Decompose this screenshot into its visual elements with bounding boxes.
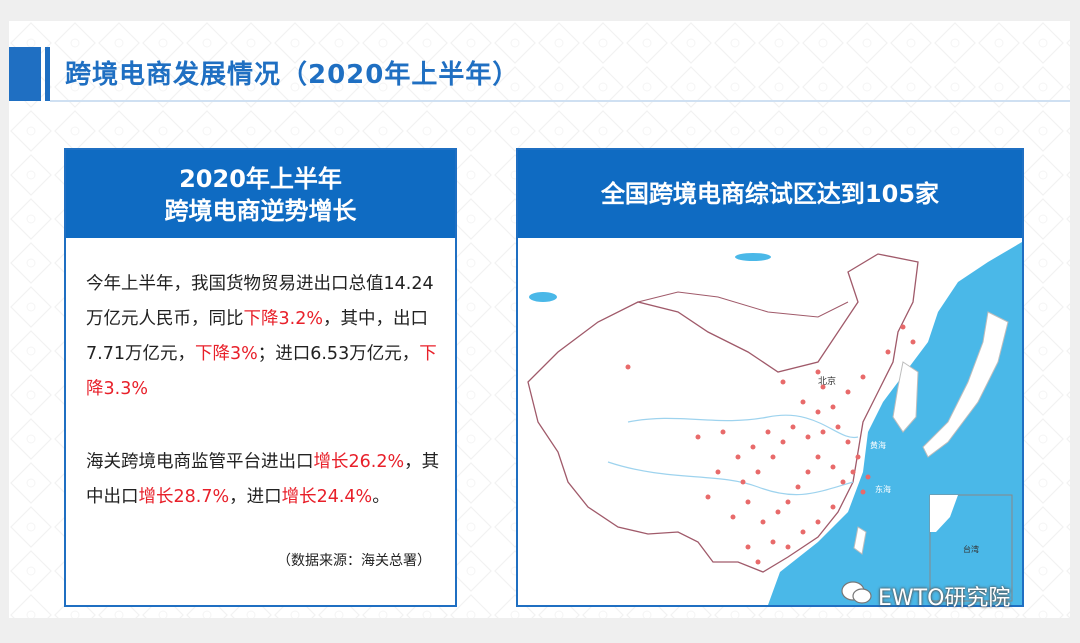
watermark-text: EWTO研究院 <box>878 586 1011 611</box>
zone-dot <box>785 499 791 505</box>
map-label-taiwan: 台湾 <box>963 544 979 554</box>
zone-dot <box>910 339 916 345</box>
text-run-highlight: 增长28.7% <box>138 487 230 507</box>
zone-dot <box>775 509 781 515</box>
zone-dot <box>850 469 856 475</box>
title-accent-block <box>9 47 41 101</box>
left-heading-line2: 跨境电商逆势增长 <box>164 197 357 225</box>
title-accent-line <box>45 47 50 101</box>
korean-peninsula <box>892 361 919 433</box>
right-panel: 全国跨境电商综试区达到105家 <box>516 148 1024 607</box>
zone-dot <box>735 454 741 460</box>
zone-dot <box>830 504 836 510</box>
zone-dot <box>815 454 821 460</box>
ecommerce-paragraph: 海关跨境电商监管平台进出口增长26.2%，其中出口增长28.7%，进口增长24.… <box>86 445 446 515</box>
japan-islands <box>922 311 1009 458</box>
text-run-highlight: 增长24.4% <box>281 487 373 507</box>
zone-dot <box>740 479 746 485</box>
zone-dot <box>705 494 711 500</box>
zone-dot <box>785 544 791 550</box>
slide: 跨境电商发展情况（2020年上半年） 2020年上半年 跨境电商逆势增长 今年上… <box>9 21 1070 618</box>
pilot-zone-dots <box>625 324 916 565</box>
zone-dot <box>815 369 821 375</box>
left-panel: 2020年上半年 跨境电商逆势增长 今年上半年，我国货物贸易进出口总值14.24… <box>64 148 457 607</box>
right-heading: 全国跨境电商综试区达到105家 <box>600 180 940 208</box>
river <box>627 414 859 439</box>
zone-dot <box>800 399 806 405</box>
zone-dot <box>865 474 871 480</box>
wechat-icon <box>841 581 872 604</box>
zone-dot <box>765 429 771 435</box>
lake <box>735 253 771 261</box>
zone-dot <box>805 434 811 440</box>
taiwan-island <box>853 526 867 555</box>
map-label-east-sea: 东海 <box>875 484 891 494</box>
china-map: 北京 黄海 东海 台湾 <box>518 242 1022 605</box>
zone-dot <box>695 434 701 440</box>
zone-dot <box>770 539 776 545</box>
text-run: ，进口 <box>229 487 282 507</box>
zone-dot <box>860 489 866 495</box>
zone-dot <box>755 559 761 565</box>
zone-dot <box>845 389 851 395</box>
zone-dot <box>835 424 841 430</box>
zone-dot <box>780 379 786 385</box>
page-title: 跨境电商发展情况（2020年上半年） <box>65 60 520 90</box>
zone-dot <box>830 404 836 410</box>
text-run: 今年上半年，我国货物贸易进出口总值14.24万亿元人民币，同比 <box>86 274 434 329</box>
right-panel-header: 全国跨境电商综试区达到105家 <box>518 150 1022 238</box>
text-run-highlight: 下降3.2% <box>243 309 323 329</box>
zone-dot <box>720 429 726 435</box>
map-label-yellow-sea: 黄海 <box>870 440 886 450</box>
zone-dot <box>800 529 806 535</box>
data-source-note: （数据来源：海关总署） <box>277 553 431 569</box>
left-panel-header: 2020年上半年 跨境电商逆势增长 <box>66 150 455 238</box>
zone-dot <box>820 429 826 435</box>
inset-land <box>930 495 958 532</box>
lake <box>529 292 557 302</box>
zone-dot <box>750 444 756 450</box>
title-underline <box>50 100 1070 102</box>
map-label-beijing: 北京 <box>818 375 836 387</box>
text-run: ；进口6.53万亿元， <box>257 344 420 364</box>
zone-dot <box>795 484 801 490</box>
zone-dot <box>840 479 846 485</box>
text-run-highlight: 下降3% <box>194 344 258 364</box>
zone-dot <box>730 514 736 520</box>
zone-dot <box>760 519 766 525</box>
left-heading-line1: 2020年上半年 <box>179 165 342 193</box>
zone-dot <box>845 439 851 445</box>
text-run-highlight: 增长26.2% <box>313 452 405 472</box>
zone-dot <box>815 519 821 525</box>
zone-dot <box>820 384 826 390</box>
river <box>607 461 854 496</box>
mongolia-border <box>637 291 849 318</box>
text-run: 海关跨境电商监管平台进出口 <box>86 452 314 472</box>
zone-dot <box>815 409 821 415</box>
trade-paragraph: 今年上半年，我国货物贸易进出口总值14.24万亿元人民币，同比下降3.2%，其中… <box>86 267 446 407</box>
zone-dot <box>780 439 786 445</box>
zone-dot <box>755 469 761 475</box>
zone-dot <box>830 464 836 470</box>
zone-dot <box>715 469 721 475</box>
zone-dot <box>860 374 866 380</box>
text-run: 。 <box>372 487 390 507</box>
text-run: ，其中，出口7.71万亿元， <box>86 309 428 364</box>
zone-dot <box>900 324 906 330</box>
zone-dot <box>885 349 891 355</box>
zone-dot <box>805 469 811 475</box>
zone-dot <box>745 499 751 505</box>
zone-dot <box>855 454 861 460</box>
china-border <box>527 253 919 573</box>
zone-dot <box>625 364 631 370</box>
zone-dot <box>790 424 796 430</box>
zone-dot <box>745 544 751 550</box>
zone-dot <box>770 454 776 460</box>
text-run-highlight: 下降3.3% <box>86 344 437 399</box>
text-run: ，其中出口 <box>86 452 440 507</box>
